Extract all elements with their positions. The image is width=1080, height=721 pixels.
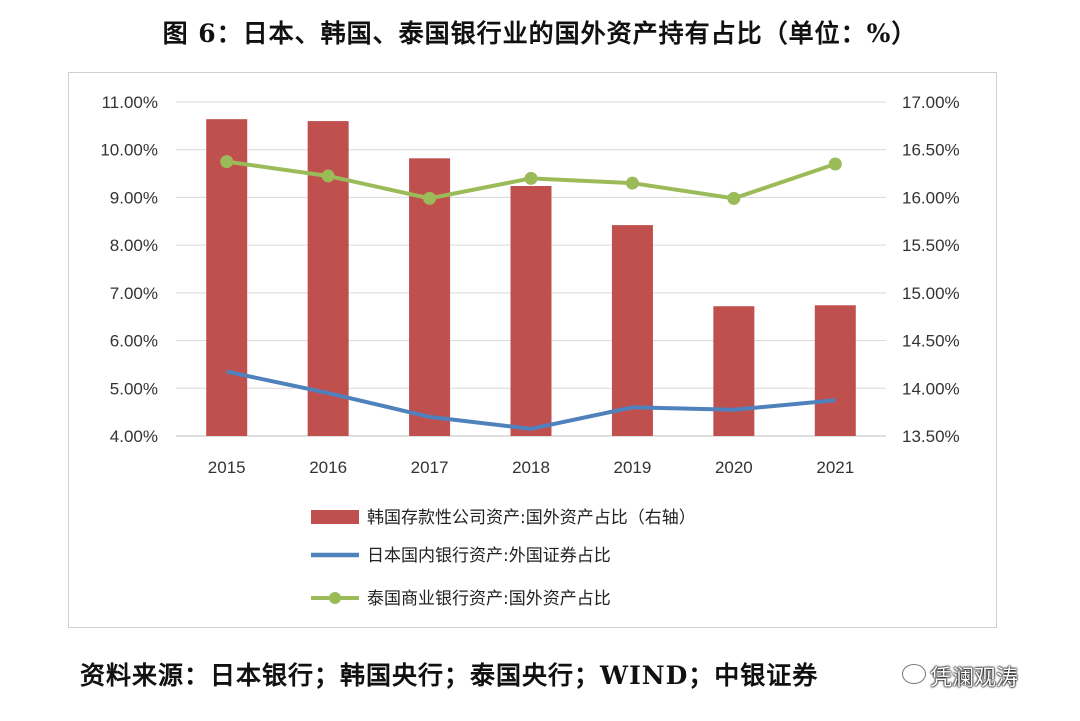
- left-axis-tick-label: 4.00%: [110, 427, 158, 446]
- marker-thailand-2018: [524, 171, 538, 185]
- legend-marker-thailand: [329, 592, 341, 604]
- x-axis-tick-label: 2017: [411, 458, 449, 477]
- marker-thailand-2021: [828, 157, 842, 171]
- x-axis-tick-label: 2016: [309, 458, 347, 477]
- x-axis-tick-label: 2019: [614, 458, 652, 477]
- bar-korea-2021: [814, 305, 856, 436]
- wechat-logo-icon: [902, 664, 926, 684]
- marker-thailand-2016: [321, 169, 335, 183]
- legend-swatch-korea: [311, 510, 359, 524]
- marker-thailand-2020: [727, 191, 741, 205]
- watermark-text: 凭澜观涛: [930, 666, 1019, 691]
- right-axis-tick-label: 14.50%: [902, 332, 960, 351]
- marker-thailand-2019: [625, 176, 639, 190]
- source-note: 资料来源：日本银行；韩国央行；泰国央行；WIND；中银证券: [80, 661, 819, 690]
- left-axis-tick-label: 8.00%: [110, 236, 158, 255]
- legend-label: 日本国内银行资产:外国证券占比: [367, 546, 611, 566]
- x-axis-tick-label: 2021: [816, 458, 854, 477]
- legend-label: 韩国存款性公司资产:国外资产占比（右轴）: [367, 508, 696, 528]
- left-axis-tick-label: 10.00%: [100, 141, 158, 160]
- x-axis-tick-label: 2018: [512, 458, 550, 477]
- marker-thailand-2015: [220, 155, 234, 169]
- right-axis-tick-label: 17.00%: [902, 93, 960, 112]
- right-axis-tick-label: 15.50%: [902, 236, 960, 255]
- chart-title: 图 6：日本、韩国、泰国银行业的国外资产持有占比（单位：%）: [162, 19, 918, 48]
- left-axis-tick-label: 7.00%: [110, 284, 158, 303]
- bar-korea-2019: [611, 225, 653, 436]
- legend-label: 泰国商业银行资产:国外资产占比: [367, 589, 611, 609]
- right-axis-tick-label: 16.50%: [902, 141, 960, 160]
- left-axis-tick-label: 5.00%: [110, 379, 158, 398]
- marker-thailand-2017: [423, 191, 437, 205]
- x-axis-tick-label: 2020: [715, 458, 753, 477]
- x-axis-tick-label: 2015: [208, 458, 246, 477]
- line-japan: [226, 369, 836, 431]
- bar-korea-2015: [206, 119, 248, 437]
- right-axis-tick-label: 15.00%: [902, 284, 960, 303]
- bar-korea-2020: [713, 306, 755, 436]
- right-axis-tick-label: 13.50%: [902, 427, 960, 446]
- right-axis-tick-label: 14.00%: [902, 379, 960, 398]
- right-axis-tick-label: 16.00%: [902, 188, 960, 207]
- bar-korea-2018: [510, 185, 552, 436]
- left-axis-tick-label: 9.00%: [110, 188, 158, 207]
- left-axis-tick-label: 6.00%: [110, 332, 158, 351]
- left-axis-tick-label: 11.00%: [102, 93, 158, 112]
